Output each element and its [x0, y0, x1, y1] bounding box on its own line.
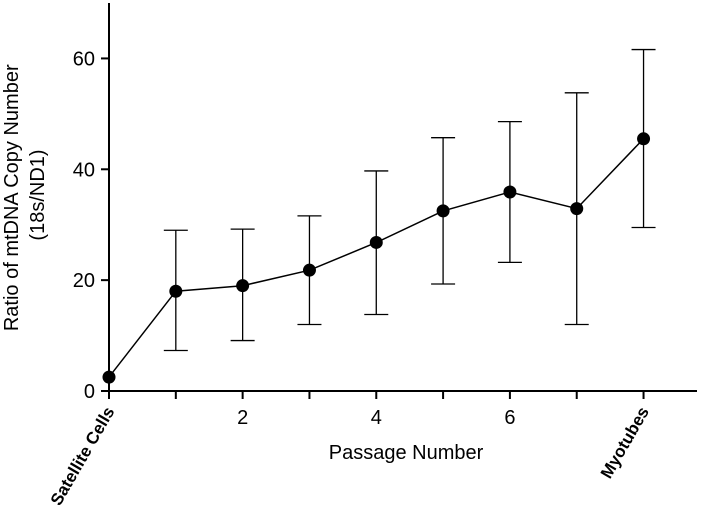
- y-tick-label: 60: [73, 48, 95, 70]
- data-point: [236, 279, 250, 293]
- tick-labels: 0 20 40 60 2 4 6 Satellite Cells Myotubes: [47, 48, 653, 508]
- x-tick-label: 6: [504, 407, 515, 429]
- category-label: Myotubes: [597, 404, 653, 482]
- category-label: Satellite Cells: [47, 404, 119, 509]
- y-axis-label: Ratio of mtDNA Copy Number (18s/ND1): [1, 59, 49, 331]
- axes: [101, 3, 697, 399]
- data-point: [369, 235, 383, 249]
- data-point: [302, 263, 316, 277]
- data-point: [637, 132, 651, 146]
- markers: [102, 132, 651, 384]
- data-point: [570, 202, 584, 216]
- error-bars: [163, 48, 656, 352]
- data-point: [503, 185, 517, 199]
- data-point: [169, 284, 183, 298]
- y-axis-label-line1: Ratio of mtDNA Copy Number: [1, 64, 23, 331]
- x-axis-label: Passage Number: [329, 442, 484, 464]
- x-tick-label: 2: [237, 407, 248, 429]
- y-axis-label-line2: (18s/ND1): [27, 149, 49, 240]
- x-tick-label: 4: [371, 407, 382, 429]
- y-tick-label: 20: [73, 270, 95, 292]
- data-point: [102, 370, 116, 384]
- y-tick-label: 40: [73, 159, 95, 181]
- y-tick-label: 0: [84, 381, 95, 403]
- data-point: [436, 204, 450, 218]
